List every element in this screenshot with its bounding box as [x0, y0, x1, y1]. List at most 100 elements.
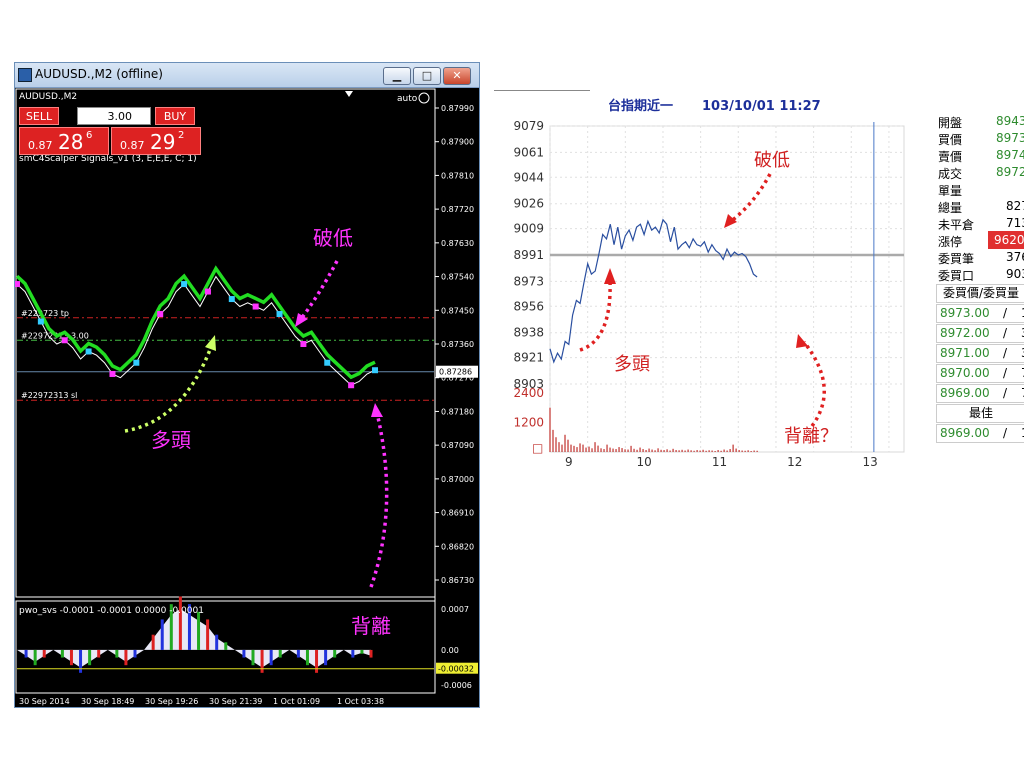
signal-marker	[228, 296, 235, 303]
order-price: 8972.00	[940, 326, 990, 340]
volume-bars	[549, 407, 758, 452]
sell-button[interactable]: SELL	[19, 107, 59, 125]
price-axis-ticks: 0.87990 0.87900 0.87810 0.87720 0.87630 0.875…	[435, 104, 478, 585]
taiex-chart: 台指期近一 103/10/01 11:27 907990619044902690…	[513, 98, 905, 468]
osc-label: pwo_svs -0.0001 -0.0001 0.0000 -0.0001	[19, 606, 204, 616]
close-button[interactable]: ✕	[443, 67, 471, 85]
osc-area	[17, 608, 371, 668]
price-line-series	[549, 218, 758, 364]
buy-button[interactable]: BUY	[155, 107, 195, 125]
y-tick-label: 8991	[513, 248, 544, 262]
annotation-break-low: 破低	[313, 226, 353, 250]
order-price: 8971.00	[940, 346, 990, 360]
y-tick-label: 9061	[513, 145, 544, 159]
oscillator-series	[17, 596, 434, 673]
quote-value: 713	[1006, 216, 1024, 230]
arrow-head-icon	[796, 334, 808, 348]
bid-price-box[interactable]: 0.87 28 6	[19, 127, 109, 155]
signal-marker	[348, 382, 355, 389]
quote-value: 903	[1006, 267, 1024, 281]
signal-marker	[157, 311, 164, 318]
y-tick-label: 0.87630	[441, 239, 474, 248]
tp-label: #229723 tp	[21, 309, 69, 318]
volume-tick-label: 2400	[513, 386, 544, 400]
best-sep: /	[1003, 426, 1008, 440]
y-tick-label: 0.87810	[441, 171, 474, 180]
sl-label: #22972313 sl	[21, 391, 77, 400]
signal-marker	[204, 288, 211, 295]
annotation-divergence: 背離？	[784, 426, 838, 447]
arrow-bull	[124, 346, 213, 433]
order-qty: 7	[1021, 385, 1024, 402]
x-tick-label: 30 Sep 19:26	[145, 697, 198, 706]
bid-sup: 6	[86, 130, 93, 141]
indicator-label: smC4Scalper Signals_v1 (3, E,E,E, C; 1)	[19, 154, 197, 164]
y-tick-label: 0.86730	[441, 576, 474, 585]
order-row: 8969.00 / 7	[936, 384, 1024, 403]
y-tick-label: 9044	[513, 170, 544, 184]
osc-tick-label: 0.0007	[441, 605, 469, 614]
order-row: 8970.00 / 7	[936, 364, 1024, 383]
annotation-break-low: 破低	[754, 150, 790, 171]
quote-value: 9620	[988, 231, 1024, 249]
symbol-label: AUDUSD.,M2	[19, 92, 77, 102]
order-sep: /	[1003, 346, 1008, 360]
ask-small: 0.87	[120, 139, 145, 152]
window-titlebar[interactable]: AUDUSD.,M2 (offline) ▁ □ ✕	[15, 63, 479, 88]
quote-label: 委買口	[938, 269, 975, 283]
x-tick-label: 11	[712, 455, 727, 468]
quote-value: 376	[1006, 250, 1024, 264]
signal-marker	[85, 348, 92, 355]
signal-marker	[37, 318, 44, 325]
order-qty: 3	[1021, 345, 1024, 362]
maximize-button[interactable]: □	[413, 67, 441, 85]
arrow-head-icon	[371, 403, 383, 417]
signal-marker	[109, 370, 116, 377]
main-pane-frame	[15, 88, 436, 598]
window-title: AUDUSD.,M2 (offline)	[35, 67, 163, 81]
order-price: 8970.00	[940, 366, 990, 380]
lot-size-input[interactable]: 3.00	[77, 107, 151, 125]
annotation-divergence: 背離	[351, 614, 391, 638]
x-tick-label: 30 Sep 2014	[19, 697, 70, 706]
order-qty: 1	[1021, 305, 1024, 322]
y-tick-label: 9009	[513, 222, 544, 236]
annotation-bull: 多頭	[151, 428, 191, 452]
quote-label: 委買筆	[938, 252, 975, 266]
signal-marker	[61, 337, 68, 344]
price-line	[16, 275, 376, 386]
y-tick-label: 0.87540	[441, 273, 474, 282]
ask-price-box[interactable]: 0.87 29 2	[111, 127, 201, 155]
y-tick-label: 8938	[513, 326, 544, 340]
arrow-head-icon	[604, 268, 616, 284]
chart-subtitle: 103/10/01 11:27	[702, 99, 821, 114]
signal-marker	[276, 311, 283, 318]
signal-marker	[372, 367, 378, 374]
y-tick-label: 9026	[513, 197, 544, 211]
minimize-button[interactable]: ▁	[383, 67, 411, 85]
x-tick-label: 30 Sep 21:39	[209, 697, 262, 706]
plot-frame	[549, 125, 905, 453]
arrow-head-icon	[295, 313, 308, 327]
arrow-break-low	[728, 173, 772, 224]
grid	[549, 122, 905, 453]
x-tick-label: 9	[565, 455, 573, 468]
order-header: 委買價/委買量	[936, 284, 1024, 303]
order-sep: /	[1003, 366, 1008, 380]
quote-value: 8974	[996, 148, 1024, 162]
signal-marker	[324, 359, 331, 366]
osc-current-marker	[436, 662, 478, 674]
price-series	[15, 265, 378, 389]
signal-band	[15, 265, 376, 380]
quote-label: 總量	[938, 201, 963, 215]
app-icon	[18, 68, 32, 82]
bid-big: 28	[58, 130, 84, 154]
x-tick-label: 1 Oct 03:38	[337, 697, 384, 706]
osc-tick-label: -0.0006	[441, 681, 472, 690]
y-tick-label: 0.87990	[441, 104, 474, 113]
x-tick-label: 30 Sep 18:49	[81, 697, 134, 706]
chart-title: 台指期近一	[608, 98, 673, 114]
y-tick-label: 0.87450	[441, 306, 474, 315]
arrow-head-icon	[724, 214, 737, 228]
y-tick-label: 8903	[513, 377, 544, 391]
